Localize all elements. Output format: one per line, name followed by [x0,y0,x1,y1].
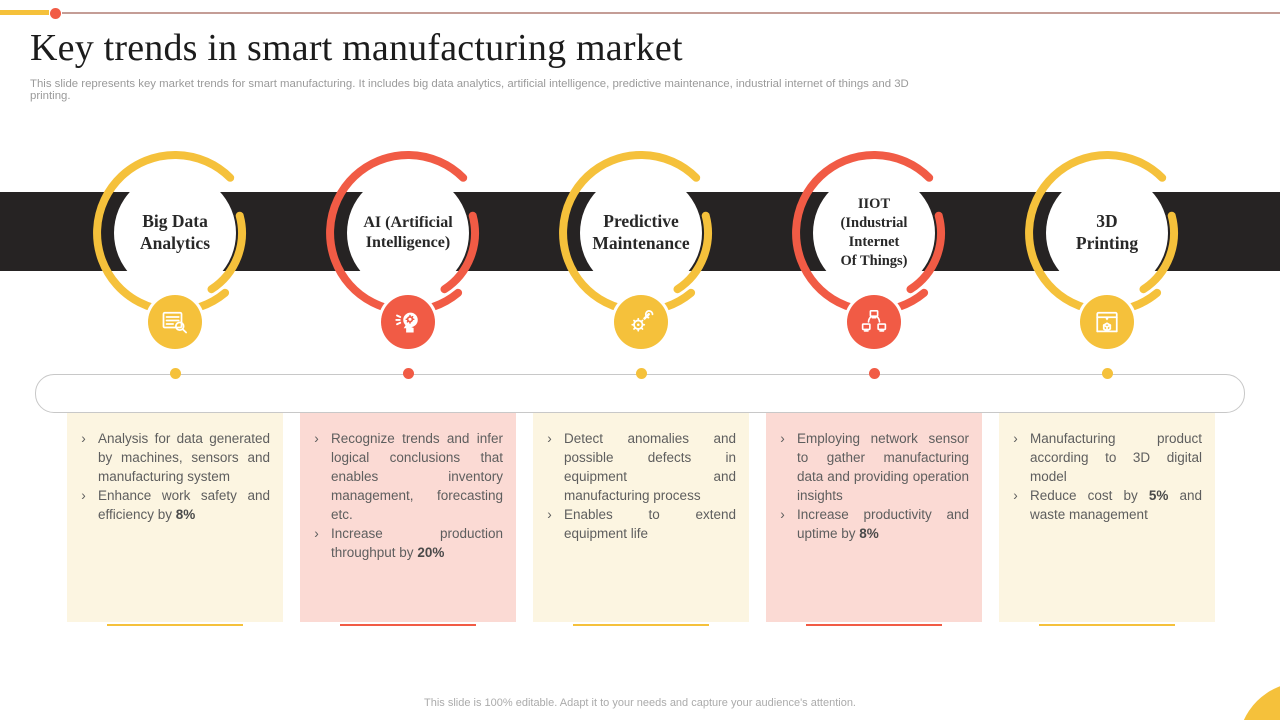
bullet-text: Increase productivity and uptime by 8% [797,507,969,541]
bullet-item: › Manufacturing product according to 3D d… [1010,429,1202,486]
bullet-list: › Employing network sensor to gather manu… [766,413,982,543]
trend-item-iiot: IIOT (Industrial Internet Of Things) [758,0,991,720]
bullet-glyph: › [314,526,319,541]
bullet-text: Enhance work safety and efficiency by 8% [98,488,270,522]
bullet-glyph: › [314,431,319,446]
trend-item-3d-printing: 3D Printing › Manufacturing product accor… [991,0,1224,720]
footer-note: This slide is 100% editable. Adapt it to… [424,697,856,709]
trend-label: 3D Printing [1075,211,1139,253]
printer-3d-icon [1096,311,1118,333]
trend-detail-box: › Analysis for data generated by machines… [67,413,283,622]
connector-dot [1101,368,1113,379]
bullet-list: › Detect anomalies and possible defects i… [533,413,749,543]
bullet-text: Recognize trends and infer logical concl… [331,431,503,522]
trend-badge [1080,295,1134,349]
trend-label: Big Data Analytics [140,211,210,253]
trend-detail-box: › Recognize trends and infer logical conc… [300,413,516,622]
trend-badge [381,295,435,349]
bullet-text: Detect anomalies and possible defects in… [564,431,736,503]
bullet-glyph: › [1013,431,1018,446]
bullet-text: Reduce cost by 5% and waste management [1030,488,1202,522]
bullet-item: › Increase productivity and uptime by 8% [777,505,969,543]
connector-dot [402,368,414,379]
bullet-text: Increase production throughput by 20% [331,526,503,560]
page-title: Key trends in smart manufacturing market [30,27,683,69]
bullet-item: › Enables to extend equipment life [544,505,736,543]
trend-detail-box: › Manufacturing product according to 3D d… [999,413,1215,622]
bullet-text: Enables to extend equipment life [564,507,736,541]
bullet-glyph: › [780,507,785,522]
trend-item-predictive-maintenance: Predictive Maintenance [525,0,758,720]
bullet-item: › Increase production throughput by 20% [311,524,503,562]
bullet-item: › Recognize trends and infer logical conc… [311,429,503,524]
maintenance-gear-wrench-icon [631,310,654,332]
trend-label: AI (Artificial Intelligence) [363,214,453,251]
bullet-glyph: › [547,507,552,522]
trend-item-big-data-analytics: Big Data Analytics › Analysis for data ge… [59,0,292,720]
iiot-network-icon [861,309,887,332]
bullet-glyph: › [81,488,86,503]
page-subtitle: This slide represents key market trends … [30,78,909,102]
bullet-item: › Detect anomalies and possible defects i… [544,429,736,505]
top-accent-line [62,12,1280,14]
bullet-item: › Enhance work safety and efficiency by 8… [78,486,270,524]
bullet-text: Analysis for data generated by machines,… [98,431,270,484]
bullet-item: › Reduce cost by 5% and waste management [1010,486,1202,524]
bullet-item: › Analysis for data generated by machines… [78,429,270,486]
trend-badge [847,295,901,349]
bullet-item: › Employing network sensor to gather manu… [777,429,969,505]
bullet-glyph: › [1013,488,1018,503]
data-analytics-icon [162,311,187,334]
trend-label: IIOT (Industrial Internet Of Things) [840,196,908,269]
trend-badge [614,295,668,349]
top-accent-dot [50,8,61,19]
trend-label: Predictive Maintenance [592,211,690,253]
trend-ring [326,151,479,315]
top-accent-bar [0,10,49,15]
bullet-text: Manufacturing product according to 3D di… [1030,431,1202,484]
trend-badge [148,295,202,349]
connector-dot [868,368,880,379]
trend-detail-box: › Detect anomalies and possible defects i… [533,413,749,622]
bullet-list: › Manufacturing product according to 3D d… [999,413,1215,524]
bullet-glyph: › [780,431,785,446]
connector-dot [169,368,181,379]
trend-item-ai: AI (Artificial Intelligence) [292,0,525,720]
bullet-text: Employing network sensor to gather manuf… [797,431,969,503]
ai-head-gear-icon [395,312,418,333]
bullet-list: › Analysis for data generated by machines… [67,413,283,524]
trend-detail-box: › Employing network sensor to gather manu… [766,413,982,622]
bullet-glyph: › [81,431,86,446]
connector-dot [635,368,647,379]
bullet-list: › Recognize trends and infer logical conc… [300,413,516,562]
bullet-glyph: › [547,431,552,446]
